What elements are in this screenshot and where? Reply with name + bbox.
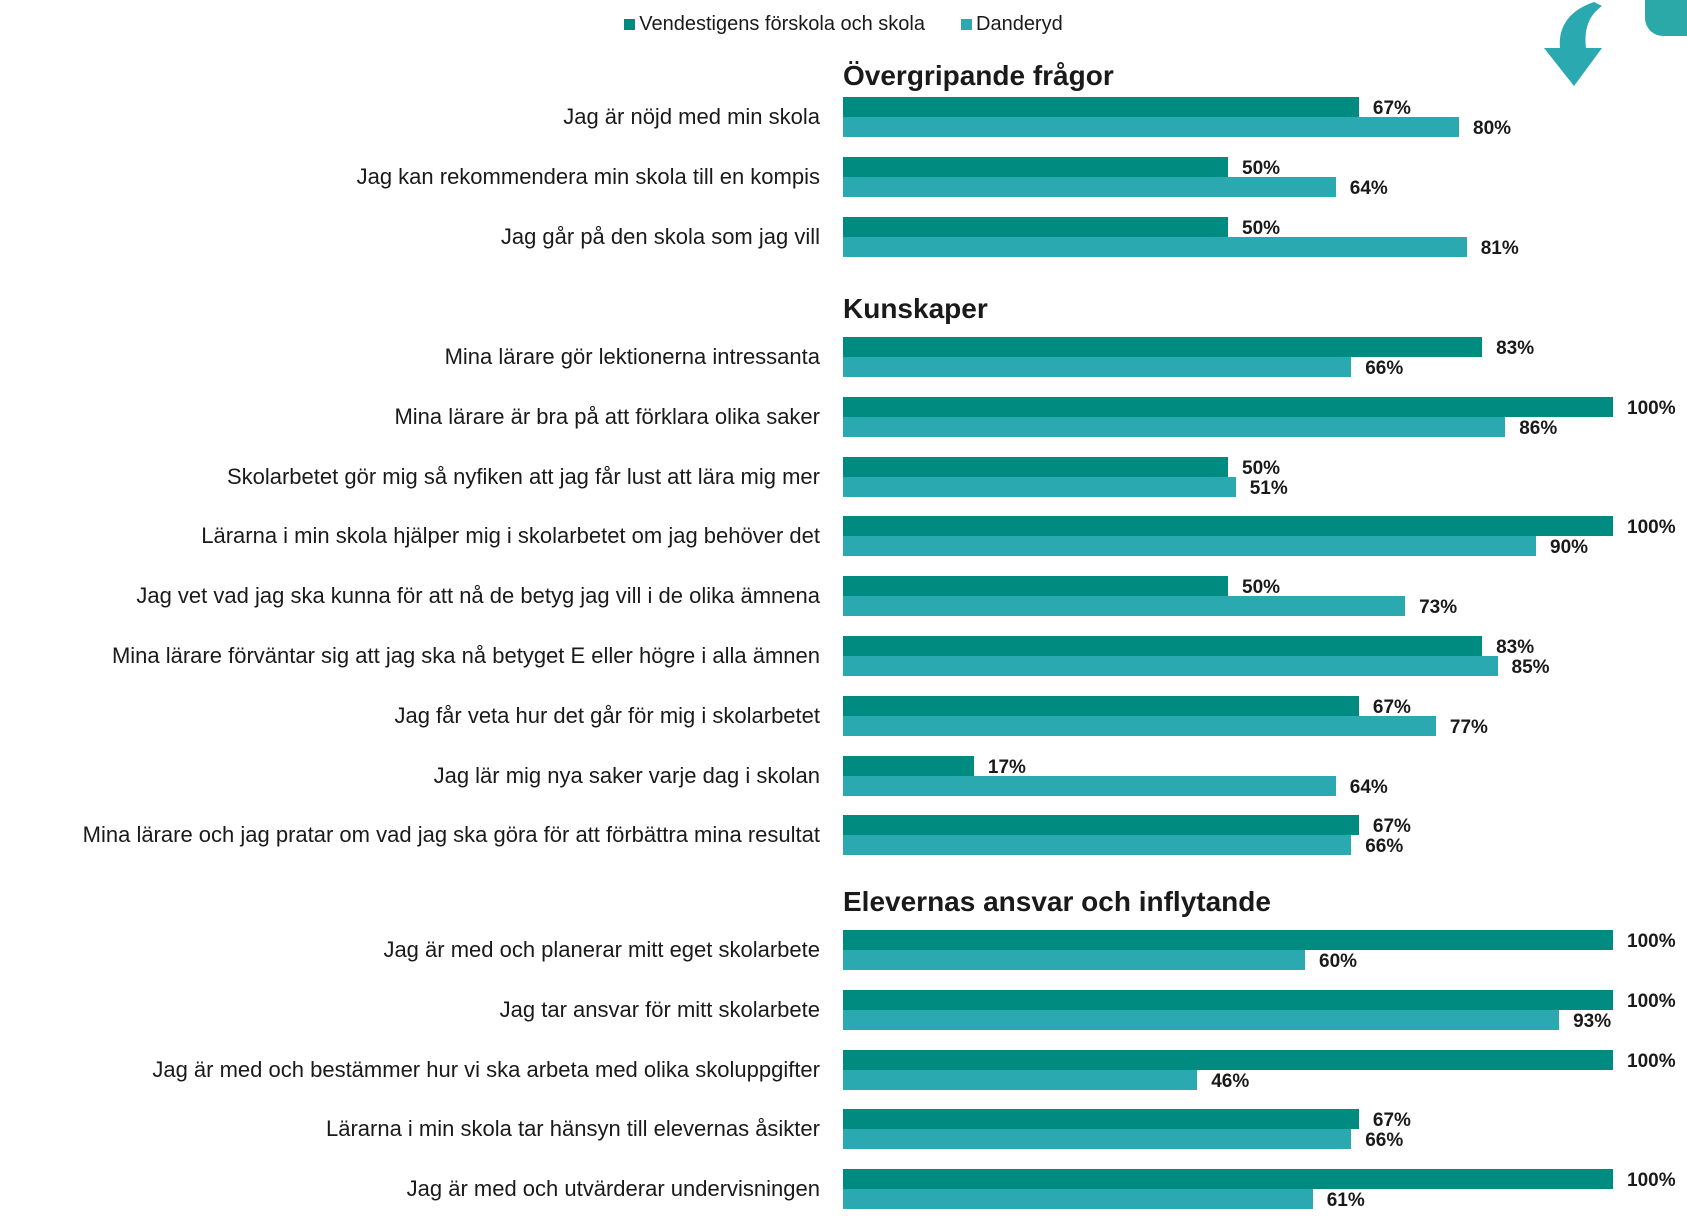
bar-municipality bbox=[843, 950, 1305, 970]
bar-school bbox=[843, 157, 1228, 177]
value-label-municipality: 46% bbox=[1211, 1071, 1250, 1092]
value-label-school: 50% bbox=[1242, 458, 1281, 479]
value-label-municipality: 66% bbox=[1365, 1130, 1404, 1151]
value-label-school: 83% bbox=[1496, 637, 1535, 658]
row-label: Lärarna i min skola tar hänsyn till elev… bbox=[325, 1116, 820, 1141]
value-label-municipality: 77% bbox=[1449, 717, 1488, 738]
bar-school bbox=[843, 930, 1613, 950]
value-label-municipality: 66% bbox=[1365, 358, 1404, 379]
bar-municipality bbox=[843, 477, 1236, 497]
bar-school bbox=[843, 217, 1228, 237]
bar-municipality bbox=[843, 716, 1436, 736]
value-label-school: 100% bbox=[1627, 398, 1676, 419]
bar-municipality bbox=[843, 417, 1506, 437]
bar-school bbox=[843, 397, 1613, 417]
row-label: Jag är med och utvärderar undervisningen bbox=[406, 1176, 820, 1201]
value-label-municipality: 64% bbox=[1349, 777, 1388, 798]
value-label-municipality: 90% bbox=[1550, 537, 1589, 558]
value-label-school: 67% bbox=[1372, 697, 1411, 718]
bar-school bbox=[843, 1169, 1613, 1189]
row-label: Jag vet vad jag ska kunna för att nå de … bbox=[136, 583, 820, 608]
bar-school bbox=[843, 756, 974, 776]
legend-label-school: Vendestigens förskola och skola bbox=[639, 12, 925, 35]
row-label: Jag är med och bestämmer hur vi ska arbe… bbox=[152, 1057, 820, 1082]
bar-school bbox=[843, 1109, 1359, 1129]
value-label-municipality: 51% bbox=[1249, 478, 1288, 499]
bar-municipality bbox=[843, 177, 1336, 197]
bar-municipality bbox=[843, 237, 1467, 257]
bar-school bbox=[843, 516, 1613, 536]
row-label: Jag går på den skola som jag vill bbox=[500, 224, 820, 249]
bar-municipality bbox=[843, 536, 1536, 556]
legend-swatch-municipality bbox=[961, 18, 972, 30]
value-label-municipality: 73% bbox=[1419, 597, 1458, 618]
bar-municipality bbox=[843, 1129, 1352, 1149]
legend-item-municipality: Danderyd bbox=[961, 13, 1063, 36]
value-label-school: 100% bbox=[1627, 1170, 1676, 1191]
bar-school bbox=[843, 457, 1228, 477]
bar-municipality bbox=[843, 1010, 1560, 1030]
value-label-school: 67% bbox=[1372, 816, 1411, 837]
bar-municipality bbox=[843, 357, 1352, 377]
legend-swatch-school bbox=[624, 18, 636, 30]
value-label-municipality: 81% bbox=[1480, 238, 1519, 259]
bar-school bbox=[843, 576, 1228, 596]
row-label: Jag är med och planerar mitt eget skolar… bbox=[383, 937, 820, 962]
legend-label-municipality: Danderyd bbox=[976, 12, 1063, 35]
bar-school bbox=[843, 815, 1359, 835]
row-label: Jag lär mig nya saker varje dag i skolan bbox=[433, 763, 820, 788]
value-label-municipality: 80% bbox=[1473, 118, 1512, 139]
value-label-school: 100% bbox=[1627, 931, 1676, 952]
bar-school bbox=[843, 97, 1359, 117]
value-label-municipality: 93% bbox=[1573, 1011, 1612, 1032]
value-label-municipality: 64% bbox=[1349, 178, 1388, 199]
bar-school bbox=[843, 337, 1483, 357]
value-label-school: 50% bbox=[1242, 577, 1281, 598]
row-label: Jag kan rekommendera min skola till en k… bbox=[356, 164, 820, 189]
row-label: Skolarbetet gör mig så nyfiken att jag f… bbox=[226, 464, 820, 489]
section-title: Kunskaper bbox=[843, 293, 988, 324]
row-label: Mina lärare och jag pratar om vad jag sk… bbox=[82, 822, 820, 847]
bar-school bbox=[843, 990, 1613, 1010]
bar-municipality bbox=[843, 835, 1352, 855]
row-label: Mina lärare är bra på att förklara olika… bbox=[394, 404, 820, 429]
bar-municipality bbox=[843, 596, 1406, 616]
bar-school bbox=[843, 1050, 1613, 1070]
value-label-school: 17% bbox=[987, 757, 1026, 778]
legend-item-school: Vendestigens förskola och skola bbox=[624, 13, 925, 36]
bar-municipality bbox=[843, 1189, 1313, 1209]
row-label: Mina lärare förväntar sig att jag ska nå… bbox=[111, 643, 820, 668]
row-label: Jag tar ansvar för mitt skolarbete bbox=[499, 997, 820, 1022]
bar-municipality bbox=[843, 1070, 1198, 1090]
value-label-school: 100% bbox=[1627, 517, 1676, 538]
value-label-school: 67% bbox=[1372, 1110, 1411, 1131]
section-title: Elevernas ansvar och inflytande bbox=[843, 886, 1271, 917]
value-label-municipality: 85% bbox=[1511, 657, 1550, 678]
value-label-municipality: 60% bbox=[1319, 951, 1358, 972]
row-label: Jag är nöjd med min skola bbox=[563, 104, 820, 129]
row-label: Jag får veta hur det går för mig i skola… bbox=[394, 703, 820, 728]
legend: Vendestigens förskola och skola Danderyd bbox=[0, 12, 1687, 36]
value-label-municipality: 86% bbox=[1519, 418, 1558, 439]
value-label-municipality: 61% bbox=[1326, 1190, 1365, 1211]
corner-tab bbox=[1645, 0, 1687, 36]
value-label-school: 83% bbox=[1496, 338, 1535, 359]
value-label-school: 100% bbox=[1627, 1051, 1676, 1072]
value-label-school: 50% bbox=[1242, 158, 1281, 179]
bar-municipality bbox=[843, 656, 1498, 676]
bar-school bbox=[843, 636, 1483, 656]
row-label: Lärarna i min skola hjälper mig i skolar… bbox=[201, 523, 820, 548]
bar-school bbox=[843, 696, 1359, 716]
value-label-school: 50% bbox=[1242, 218, 1281, 239]
value-label-school: 100% bbox=[1627, 991, 1676, 1012]
bar-municipality bbox=[843, 776, 1336, 796]
value-label-school: 67% bbox=[1372, 98, 1411, 119]
bar-municipality bbox=[843, 117, 1459, 137]
curved-down-arrow-icon bbox=[1544, 2, 1602, 86]
value-label-municipality: 66% bbox=[1365, 836, 1404, 857]
section-title: Övergripande frågor bbox=[843, 60, 1114, 91]
row-label: Mina lärare gör lektionerna intressanta bbox=[444, 344, 820, 369]
